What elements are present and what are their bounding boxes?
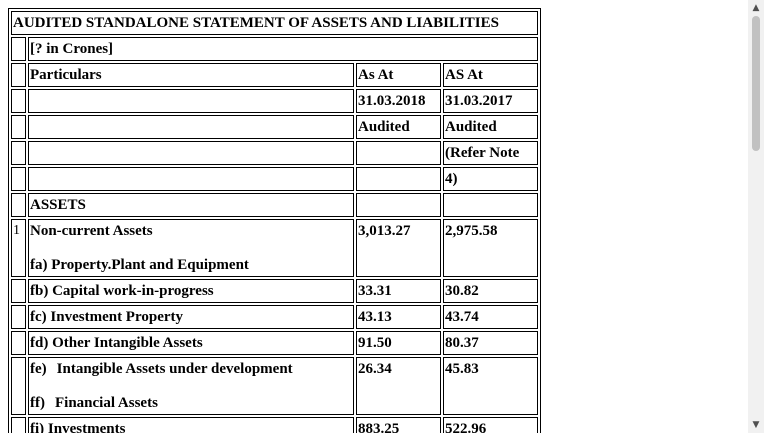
row-number-cell — [11, 305, 26, 329]
title-row: AUDITED STANDALONE STATEMENT OF ASSETS A… — [11, 11, 538, 35]
fe-ff-cell: fe) Intangible Assets under development f… — [28, 357, 354, 415]
particulars-header: Particulars — [28, 63, 354, 87]
value-2017: 43.74 — [443, 305, 538, 329]
value-2018: 43.13 — [356, 305, 441, 329]
group-number: 1 — [11, 219, 26, 277]
header-note-row-2: 4) — [11, 167, 538, 191]
row-number-cell — [11, 357, 26, 415]
value-2017: 80.37 — [443, 331, 538, 355]
empty-cell — [443, 193, 538, 217]
group-title: Non-current Assets — [30, 223, 153, 239]
line-item-label: fi) Investments — [28, 417, 354, 433]
ff-prefix: ff) — [30, 395, 45, 411]
line-item-row: fi) Investments 883.25 522.96 — [11, 417, 538, 433]
scrollbar-thumb[interactable] — [752, 16, 760, 151]
as-at-2018-header: As At — [356, 63, 441, 87]
ff-text: Financial Assets — [55, 395, 158, 411]
header-date-row: 31.03.2018 31.03.2017 — [11, 89, 538, 113]
value-2018: 883.25 — [356, 417, 441, 433]
row-number-cell — [11, 89, 26, 113]
status-2018: Audited — [356, 115, 441, 139]
row-number-cell — [11, 193, 26, 217]
header-status-row: Audited Audited — [11, 115, 538, 139]
refer-note-line2: 4) — [443, 167, 538, 191]
value-2017: 522.96 — [443, 417, 538, 433]
scroll-up-arrow-icon[interactable]: ▲ — [752, 3, 760, 13]
header-note-row: (Refer Note — [11, 141, 538, 165]
empty-cell — [28, 167, 354, 191]
value-2018: 91.50 — [356, 331, 441, 355]
statement-title: AUDITED STANDALONE STATEMENT OF ASSETS A… — [11, 11, 538, 35]
row-number-cell — [11, 37, 26, 61]
unit-row: [? in Crones] — [11, 37, 538, 61]
value-2017: 2,975.58 — [443, 219, 538, 277]
row-number-cell — [11, 279, 26, 303]
empty-cell — [356, 141, 441, 165]
empty-cell — [28, 89, 354, 113]
as-at-2017-header: AS At — [443, 63, 538, 87]
status-2017: Audited — [443, 115, 538, 139]
value-2018: 3,013.27 — [356, 219, 441, 277]
fe-label: fe) Intangible Assets under development — [30, 360, 352, 378]
row-number-cell — [11, 63, 26, 87]
line-item-row: fb) Capital work-in-progress 33.31 30.82 — [11, 279, 538, 303]
row-number-cell — [11, 417, 26, 433]
non-current-assets-row: 1 Non-current Assets fa) Property.Plant … — [11, 219, 538, 277]
vertical-scrollbar[interactable]: ▲ ▼ — [748, 0, 764, 433]
empty-cell — [28, 115, 354, 139]
row-number-cell — [11, 115, 26, 139]
line-item-row: fc) Investment Property 43.13 43.74 — [11, 305, 538, 329]
line-item-label: fb) Capital work-in-progress — [28, 279, 354, 303]
row-number-cell — [11, 141, 26, 165]
fe-text: Intangible Assets under development — [56, 361, 293, 377]
unit-note: [? in Crones] — [28, 37, 538, 61]
date-2018: 31.03.2018 — [356, 89, 441, 113]
row-number-cell — [11, 331, 26, 355]
value-2017: 30.82 — [443, 279, 538, 303]
line-item-label: fc) Investment Property — [28, 305, 354, 329]
empty-cell — [356, 167, 441, 191]
value-2018: 26.34 — [356, 357, 441, 415]
value-2018: 33.31 — [356, 279, 441, 303]
refer-note-line1: (Refer Note — [443, 141, 538, 165]
section-row: ASSETS — [11, 193, 538, 217]
assets-liabilities-table: AUDITED STANDALONE STATEMENT OF ASSETS A… — [8, 8, 541, 433]
value-2017: 45.83 — [443, 357, 538, 415]
scroll-down-arrow-icon[interactable]: ▼ — [752, 420, 760, 430]
ff-label: ff) Financial Assets — [30, 394, 352, 412]
document-viewport: AUDITED STANDALONE STATEMENT OF ASSETS A… — [8, 8, 541, 433]
line-item-label: fa) Property.Plant and Equipment — [30, 257, 249, 273]
row-number-cell — [11, 167, 26, 191]
header-row: Particulars As At AS At — [11, 63, 538, 87]
line-item-label: fd) Other Intangible Assets — [28, 331, 354, 355]
empty-cell — [28, 141, 354, 165]
section-title-assets: ASSETS — [28, 193, 354, 217]
line-item-row: fd) Other Intangible Assets 91.50 80.37 — [11, 331, 538, 355]
date-2017: 31.03.2017 — [443, 89, 538, 113]
empty-cell — [356, 193, 441, 217]
non-current-assets-cell: Non-current Assets fa) Property.Plant an… — [28, 219, 354, 277]
fe-prefix: fe) — [30, 361, 47, 377]
fe-ff-row: fe) Intangible Assets under development f… — [11, 357, 538, 415]
